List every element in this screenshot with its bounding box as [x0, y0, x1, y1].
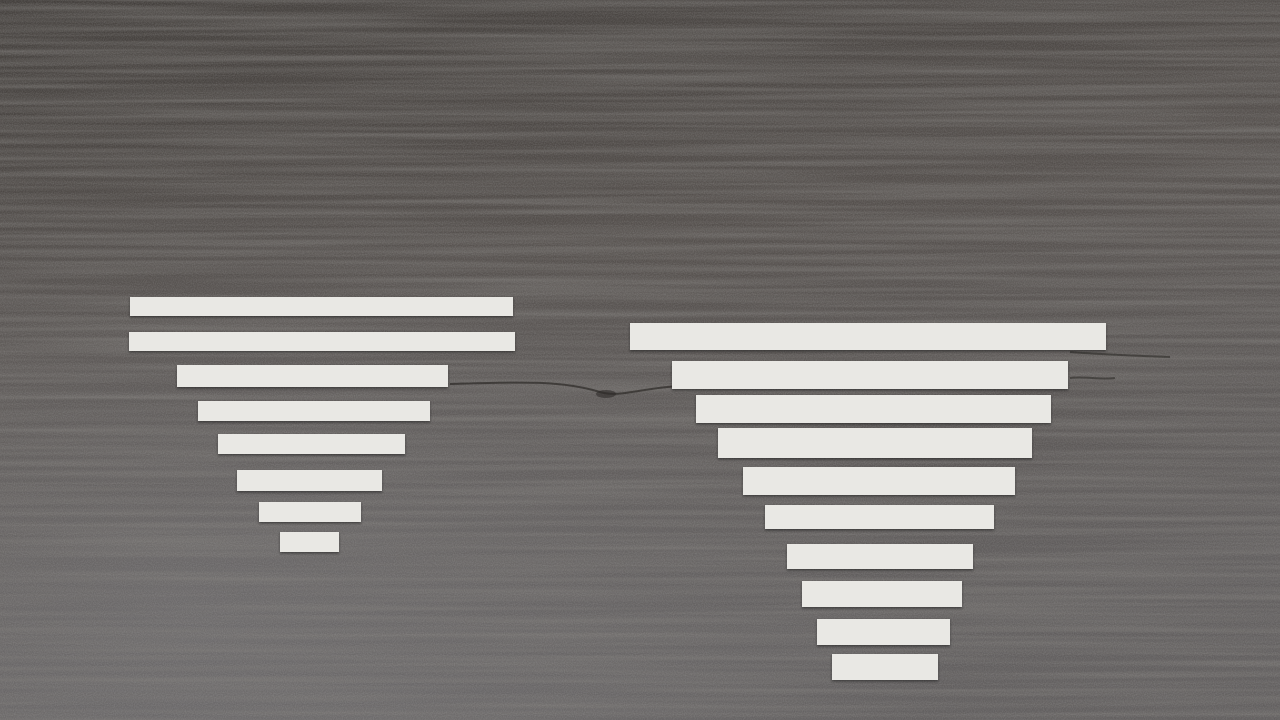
- strip: [129, 332, 515, 351]
- strip: [817, 619, 950, 645]
- strip: [130, 297, 513, 316]
- strip: [630, 323, 1106, 350]
- strip: [218, 434, 405, 454]
- strip: [177, 365, 448, 387]
- strip: [765, 505, 994, 529]
- strip: [743, 467, 1015, 495]
- strip: [787, 544, 973, 569]
- strip: [280, 532, 339, 552]
- strip: [718, 428, 1032, 458]
- strip: [198, 401, 430, 421]
- left-strips: [129, 297, 515, 552]
- strip: [237, 470, 382, 491]
- strip: [802, 581, 962, 607]
- strip: [259, 502, 361, 522]
- right-strips: [630, 323, 1106, 680]
- strip: [832, 654, 938, 680]
- strip: [672, 361, 1068, 389]
- strip: [696, 395, 1051, 423]
